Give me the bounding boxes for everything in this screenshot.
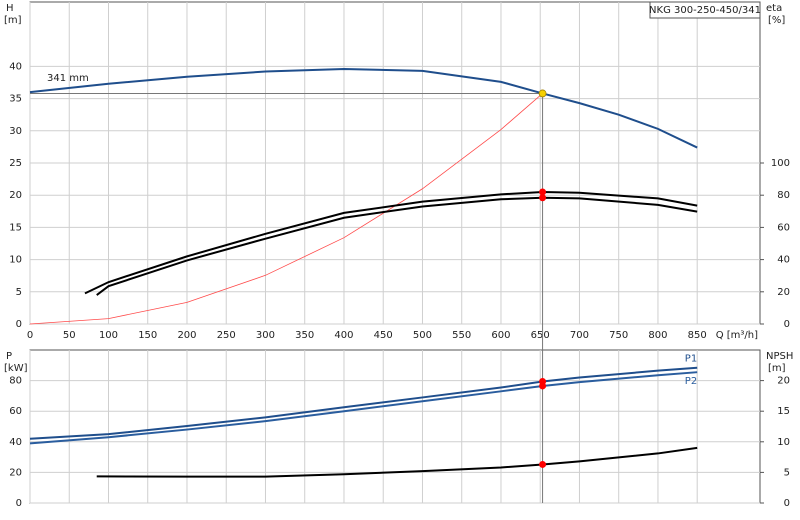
- y2-tick-label: 40: [777, 255, 790, 266]
- operating-point: [539, 188, 547, 196]
- curve-label: P1: [685, 354, 697, 365]
- y-tick-label: 25: [9, 158, 22, 169]
- y2-axis-unit: [%]: [768, 15, 785, 26]
- y-tick-label: 0: [16, 319, 22, 330]
- curve: [96, 196, 698, 296]
- operating-point: [538, 89, 547, 98]
- x-tick-label: 200: [177, 330, 196, 341]
- y-tick-label: 10: [9, 255, 22, 266]
- x-tick-label: 700: [570, 330, 589, 341]
- y-tick-label: 20: [9, 467, 22, 478]
- x-tick-label: 800: [648, 330, 667, 341]
- y2-tick-label: 60: [777, 222, 790, 233]
- x-tick-label: 650: [531, 330, 550, 341]
- y-tick-label: 80: [9, 376, 22, 387]
- model-box: [649, 1, 761, 19]
- curve: [29, 366, 698, 440]
- curve: [96, 446, 698, 478]
- curve: [84, 190, 698, 295]
- y-tick-label: 0: [16, 498, 22, 509]
- y2-tick-label: 0: [784, 498, 790, 509]
- y2-axis-unit: [m]: [768, 363, 786, 374]
- y-tick-label: 35: [9, 94, 22, 105]
- curve: [29, 371, 698, 445]
- y2-tick-label: 20: [777, 376, 790, 387]
- curve: [29, 67, 698, 149]
- x-tick-label: 300: [256, 330, 275, 341]
- operating-point: [539, 460, 547, 468]
- y2-tick-label: 0: [784, 319, 790, 330]
- x-tick-label: 400: [334, 330, 353, 341]
- x-tick-label: 150: [138, 330, 157, 341]
- curve: [29, 93, 543, 325]
- curve-label: 341 mm: [47, 73, 89, 84]
- y2-tick-label: 15: [777, 406, 790, 417]
- operating-point: [539, 382, 547, 390]
- y-axis-title: H: [6, 3, 14, 14]
- y2-tick-label: 10: [777, 437, 790, 448]
- x-tick-label: 750: [609, 330, 628, 341]
- x-axis-title: Q [m³/h]: [716, 330, 758, 341]
- y-tick-label: 15: [9, 222, 22, 233]
- y2-tick-label: 20: [777, 287, 790, 298]
- y-tick-label: 20: [9, 190, 22, 201]
- x-tick-label: 350: [295, 330, 314, 341]
- x-tick-label: 550: [452, 330, 471, 341]
- operating-point: [539, 194, 547, 202]
- y-tick-label: 40: [9, 437, 22, 448]
- y-axis-unit: [kW]: [4, 363, 28, 374]
- curve-label: P2: [685, 376, 697, 387]
- x-tick-label: 600: [491, 330, 510, 341]
- model-label: NKG 300-250-450/341: [649, 5, 761, 16]
- x-tick-label: 500: [413, 330, 432, 341]
- y-tick-label: 60: [9, 406, 22, 417]
- y2-tick-label: 5: [784, 467, 790, 478]
- x-tick-label: 450: [374, 330, 393, 341]
- y2-axis-title: NPSH: [766, 351, 793, 362]
- plot-area: [29, 349, 761, 504]
- x-tick-label: 100: [99, 330, 118, 341]
- x-tick-label: 250: [217, 330, 236, 341]
- x-tick-label: 50: [63, 330, 76, 341]
- y2-axis-title: eta: [766, 3, 782, 14]
- y-axis-unit: [m]: [4, 15, 22, 26]
- y-tick-label: 40: [9, 61, 22, 72]
- x-tick-label: 850: [688, 330, 707, 341]
- y2-tick-label: 80: [777, 190, 790, 201]
- x-tick-label: 0: [27, 330, 33, 341]
- y2-tick-label: 100: [771, 158, 790, 169]
- y-tick-label: 5: [16, 287, 22, 298]
- y-axis-title: P: [6, 351, 12, 362]
- y-tick-label: 30: [9, 126, 22, 137]
